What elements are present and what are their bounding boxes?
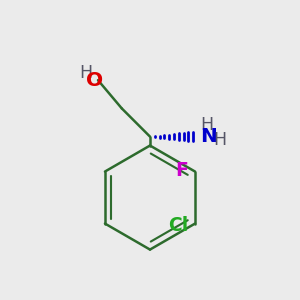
Text: H: H [200,116,213,134]
Text: F: F [175,160,188,180]
Text: H: H [79,64,92,82]
Text: N: N [200,127,217,146]
Text: H: H [213,131,226,149]
Text: Cl: Cl [169,215,189,235]
Text: O: O [86,71,103,90]
